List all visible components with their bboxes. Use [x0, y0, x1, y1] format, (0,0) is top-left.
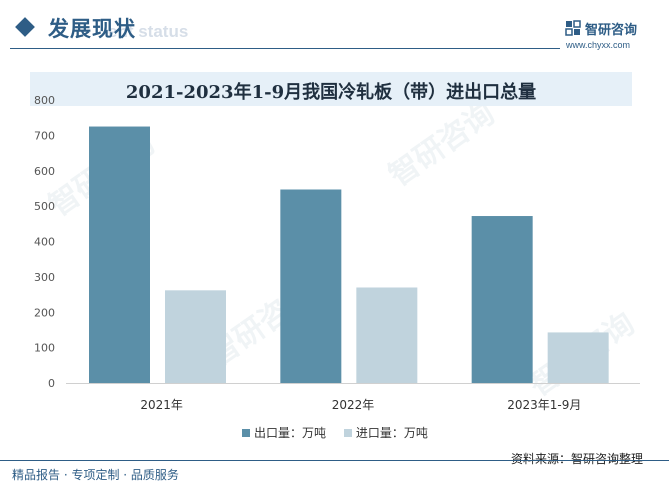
x-tick-label: 2023年1-9月 [507, 398, 581, 412]
y-tick-label: 800 [34, 94, 55, 107]
section-title: 发展现状 [48, 17, 136, 41]
section-subtitle: ent status [108, 22, 189, 41]
bar-import [547, 332, 609, 383]
footer-slogan: 精品报告 · 专项定制 · 品质服务 [12, 468, 179, 482]
footer-divider [0, 460, 669, 461]
legend-label-export: 出口量：万吨 [254, 426, 327, 440]
x-tick-label: 2021年 [140, 398, 183, 412]
bar-import [356, 287, 418, 383]
chart-title-band: 2021-2023年1-9月我国冷轧板（带）进出口总量 [30, 72, 632, 106]
y-tick-label: 700 [34, 129, 55, 142]
bar-export [89, 126, 150, 383]
legend-swatch-export [242, 429, 250, 437]
legend-swatch-import [343, 429, 352, 437]
y-tick-label: 500 [34, 200, 55, 213]
brand-name: 智研咨询 [585, 23, 638, 38]
y-tick-label: 100 [34, 342, 55, 355]
chart-title: 2021-2023年1-9月我国冷轧板（带）进出口总量 [125, 82, 537, 103]
legend-label-import: 进口量：万吨 [355, 426, 428, 440]
brand-logo-icon [565, 20, 581, 36]
legend-item-import: 进口量：万吨 [343, 424, 428, 441]
bar-export [471, 216, 533, 383]
header-divider [10, 48, 560, 49]
bar-import [165, 290, 226, 383]
report-header: ent status 发展现状 智研咨询 www.chyxx.com [0, 0, 669, 52]
source-note: 资料来源：智研咨询整理 [511, 452, 644, 466]
y-tick-label: 600 [34, 165, 55, 178]
bar-chart: 0 100 200 300 400 500 600 700 800 2021年 2022年 2023年… [34, 94, 640, 412]
y-tick-label: 200 [34, 306, 55, 319]
y-tick-label: 300 [34, 271, 55, 284]
bar-export [280, 189, 342, 383]
legend-item-export: 出口量：万吨 [242, 424, 326, 441]
chart-legend: 出口量：万吨 进口量：万吨 [242, 424, 442, 441]
y-tick-label: 0 [48, 377, 55, 390]
x-tick-label: 2022年 [332, 398, 375, 412]
y-tick-label: 400 [34, 236, 55, 249]
brand-url: www.chyxx.com [566, 40, 631, 50]
